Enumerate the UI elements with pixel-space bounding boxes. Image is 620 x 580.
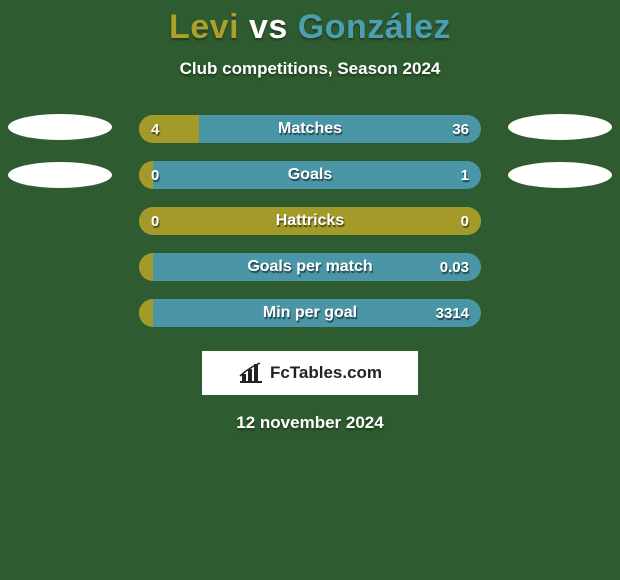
- stat-bar: 0Goals1: [139, 161, 481, 189]
- title-player2: González: [298, 8, 451, 46]
- page-title: Levi vs González: [0, 8, 620, 47]
- branding-text: FcTables.com: [270, 363, 382, 383]
- stat-label: Min per goal: [139, 299, 481, 327]
- stat-bar-left-fill: [139, 115, 199, 143]
- stat-bar-left-fill: [139, 253, 153, 281]
- stat-row: Min per goal3314: [0, 299, 620, 327]
- stat-row: 0Goals1: [0, 161, 620, 189]
- player1-marker: [8, 162, 112, 188]
- stat-left-value: 0: [151, 161, 159, 189]
- date-text: 12 november 2024: [0, 413, 620, 433]
- stat-bar-left-fill: [139, 207, 481, 235]
- subtitle: Club competitions, Season 2024: [0, 59, 620, 79]
- player1-marker: [8, 114, 112, 140]
- stat-right-value: 3314: [436, 299, 469, 327]
- comparison-infographic: Levi vs González Club competitions, Seas…: [0, 0, 620, 580]
- stat-right-value: 1: [461, 161, 469, 189]
- stat-row: 0Hattricks0: [0, 207, 620, 235]
- stat-label: Goals: [139, 161, 481, 189]
- stat-bar: 4Matches36: [139, 115, 481, 143]
- stat-row: 4Matches36: [0, 115, 620, 143]
- branding-badge: FcTables.com: [202, 351, 418, 395]
- player2-marker: [508, 114, 612, 140]
- title-player1: Levi: [169, 8, 239, 46]
- stat-label: Goals per match: [139, 253, 481, 281]
- bar-chart-icon: [238, 362, 264, 384]
- stat-bar: Min per goal3314: [139, 299, 481, 327]
- title-vs: vs: [249, 8, 288, 46]
- player2-marker: [508, 162, 612, 188]
- stat-left-value: 4: [151, 115, 159, 143]
- stat-left-value: 0: [151, 207, 159, 235]
- stat-row: Goals per match0.03: [0, 253, 620, 281]
- stat-right-value: 0: [461, 207, 469, 235]
- stat-bar-left-fill: [139, 299, 153, 327]
- stat-right-value: 36: [452, 115, 469, 143]
- stat-bar: 0Hattricks0: [139, 207, 481, 235]
- stat-right-value: 0.03: [440, 253, 469, 281]
- stat-bar: Goals per match0.03: [139, 253, 481, 281]
- stat-rows: 4Matches360Goals10Hattricks0Goals per ma…: [0, 115, 620, 327]
